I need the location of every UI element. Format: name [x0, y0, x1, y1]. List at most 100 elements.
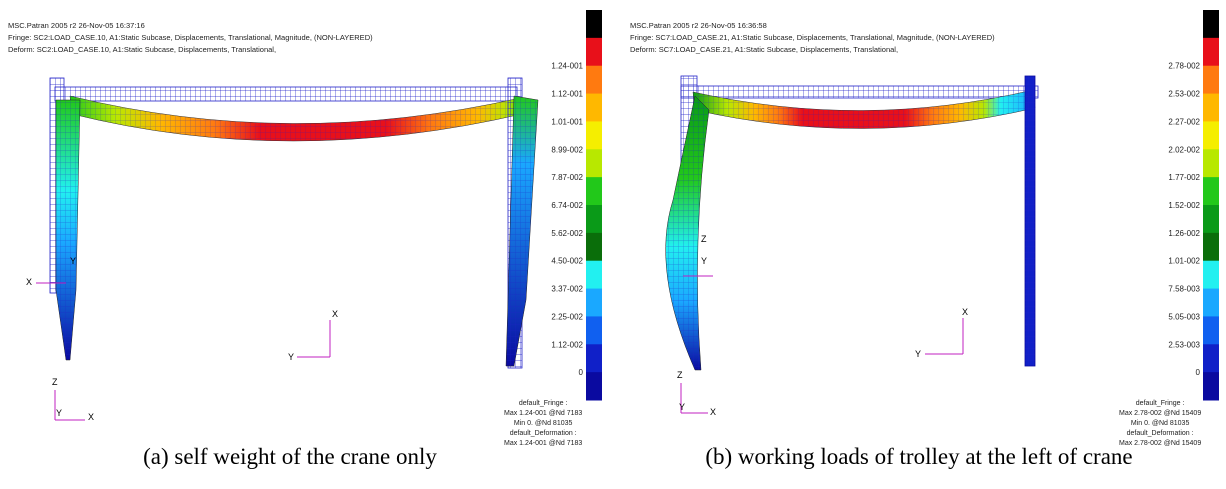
legend-footer: default_Fringe : Max 1.24-001 @Nd 7183 M… [504, 399, 582, 449]
legend-tick-label: 1.01-001 [551, 117, 583, 126]
footer-line-5: Max 1.24-001 @Nd 7183 [504, 440, 583, 447]
axis-triad-bottom: Z Y X [677, 370, 716, 417]
legend-swatch [586, 177, 602, 206]
undeformed-girder [680, 85, 1039, 99]
deformed-girder-mesh [70, 96, 522, 141]
legend-swatch [586, 288, 602, 317]
footer-line-1: default_Fringe : [1135, 400, 1185, 407]
header-line-1: MSC.Patran 2005 r2 26-Nov-05 16:36:58 [630, 21, 767, 30]
legend-footer: default_Fringe : Max 2.78-002 @Nd 15409 … [1119, 399, 1201, 449]
caption-a: (a) self weight of the crane only [143, 444, 437, 469]
z-axis-label-bottom: Z [52, 377, 58, 387]
legend-swatch [1203, 372, 1219, 401]
fe-plot-svg: Z Y Z Y X X Y 2.78-002 2.53-002 2.27-002 2.… [665, 10, 1219, 417]
legend-tick-label: 1.52-002 [1168, 201, 1200, 210]
legend-swatch [586, 260, 602, 290]
y-axis-label-bottom: Y [56, 408, 62, 418]
y-axis-label: Y [70, 256, 76, 266]
legend-swatch [586, 344, 602, 373]
legend-tick-label: 7.58-003 [1168, 285, 1200, 294]
legend-swatch [586, 205, 602, 234]
undeformed-girder [54, 86, 518, 102]
legend-tick-label: 2.78-002 [1168, 62, 1200, 71]
legend-swatch [586, 65, 602, 95]
legend-tick-label: 1.26-002 [1168, 229, 1200, 238]
left-column-mesh [665, 96, 709, 370]
y-axis-label-bottom: Y [679, 402, 685, 412]
header-line-3: Deform: SC2:LOAD_CASE.10, A1:Static Subc… [8, 45, 277, 54]
x-axis-label-bottom: X [710, 407, 716, 417]
legend-swatch [586, 93, 602, 122]
legend-tick-label: 3.37-002 [551, 285, 583, 294]
plot-header: MSC.Patran 2005 r2 26-Nov-05 16:36:58 Fr… [630, 20, 995, 56]
legend-swatch [1203, 93, 1219, 122]
legend-tick-label: 2.53-003 [1168, 340, 1200, 349]
legend-tick-label: 1.12-002 [551, 340, 583, 349]
header-line-2: Fringe: SC2:LOAD_CASE.10, A1:Static Subc… [8, 33, 373, 42]
left-column-mesh [56, 100, 80, 360]
footer-line-1: default_Fringe : [518, 400, 568, 407]
result-plot-b: MSC.Patran 2005 r2 26-Nov-05 16:36:58 Fr… [613, 0, 1226, 447]
y-axis-label-center: Y [288, 352, 294, 362]
axis-triad-center: X Y [915, 307, 968, 359]
axis-triad-left: X Y [26, 256, 76, 287]
footer-line-3: Min 0. @Nd 81035 [513, 420, 573, 427]
legend-tick-label: 2.27-002 [1168, 117, 1200, 126]
legend-swatch [1203, 316, 1219, 345]
footer-line-3: Min 0. @Nd 81035 [1130, 420, 1190, 427]
axis-triad-center: X Y [288, 309, 338, 362]
y-axis-label-center: Y [915, 349, 921, 359]
legend-tick-label: 6.74-002 [551, 201, 583, 210]
footer-line-4: default_Deformation : [1126, 430, 1194, 437]
legend-tick-label: 1.01-002 [1168, 257, 1200, 266]
legend-tick-label: 2.02-002 [1168, 145, 1200, 154]
footer-line-2: Max 1.24-001 @Nd 7183 [504, 410, 583, 417]
legend-tick-label: 1.12-001 [551, 90, 583, 99]
legend-swatch [1203, 65, 1219, 95]
legend-swatch [1203, 37, 1219, 67]
legend-swatch [1203, 205, 1219, 234]
plot-header: MSC.Patran 2005 r2 26-Nov-05 16:37:16 Fr… [8, 20, 373, 56]
legend-tick-label: 1.24-001 [551, 62, 583, 71]
header-line-1: MSC.Patran 2005 r2 26-Nov-05 16:37:16 [8, 21, 145, 30]
legend-swatch [1203, 260, 1219, 290]
legend-tick-label: 2.25-002 [551, 312, 583, 321]
legend-swatch [586, 121, 602, 150]
deformed-girder-mesh [693, 90, 1035, 129]
legend-swatch [1203, 288, 1219, 317]
footer-line-5: Max 2.78-002 @Nd 15409 [1119, 440, 1202, 447]
result-plot-a: MSC.Patran 2005 r2 26-Nov-05 16:37:16 Fr… [0, 0, 613, 447]
fringe-legend: 2.78-002 2.53-002 2.27-002 2.02-002 1.77-002… [1168, 10, 1219, 401]
header-line-3: Deform: SC7:LOAD_CASE.21, A1:Static Subc… [630, 45, 899, 54]
legend-tick-label: 4.50-002 [551, 257, 583, 266]
x-axis-label-bottom: X [88, 412, 94, 422]
legend-tick-label: 5.05-003 [1168, 312, 1200, 321]
legend-swatch [1203, 232, 1219, 262]
legend-swatch [586, 372, 602, 401]
legend-swatch [1203, 121, 1219, 150]
legend-swatch [586, 10, 602, 39]
legend-tick-label: 5.62-002 [551, 229, 583, 238]
legend-swatch [1203, 177, 1219, 206]
caption-b: (b) working loads of trolley at the left… [705, 444, 1133, 469]
x-axis-label: X [26, 277, 32, 287]
legend-tick-label: 0 [1196, 368, 1201, 377]
z-axis-label: Z [701, 234, 707, 244]
legend-swatch [1203, 344, 1219, 373]
axis-triad-bottom: Z Y X [52, 377, 94, 422]
legend-swatch [586, 37, 602, 67]
legend-swatch [586, 232, 602, 262]
legend-tick-label: 0 [579, 368, 584, 377]
fe-plot-svg: X Y Z Y X X Y 1.24-001 1.12-001 1.01-001 8.… [26, 10, 602, 422]
axis-triad-left: Z Y [683, 234, 713, 277]
x-axis-label-center: X [962, 307, 968, 317]
header-line-2: Fringe: SC7:LOAD_CASE.21, A1:Static Subc… [630, 33, 995, 42]
footer-line-2: Max 2.78-002 @Nd 15409 [1119, 410, 1202, 417]
footer-line-4: default_Deformation : [509, 430, 577, 437]
legend-tick-label: 7.87-002 [551, 173, 583, 182]
legend-tick-label: 2.53-002 [1168, 90, 1200, 99]
legend-swatch [586, 149, 602, 178]
legend-swatch [586, 316, 602, 345]
fringe-legend: 1.24-001 1.12-001 1.01-001 8.99-002 7.87-002… [551, 10, 602, 401]
legend-tick-label: 8.99-002 [551, 145, 583, 154]
